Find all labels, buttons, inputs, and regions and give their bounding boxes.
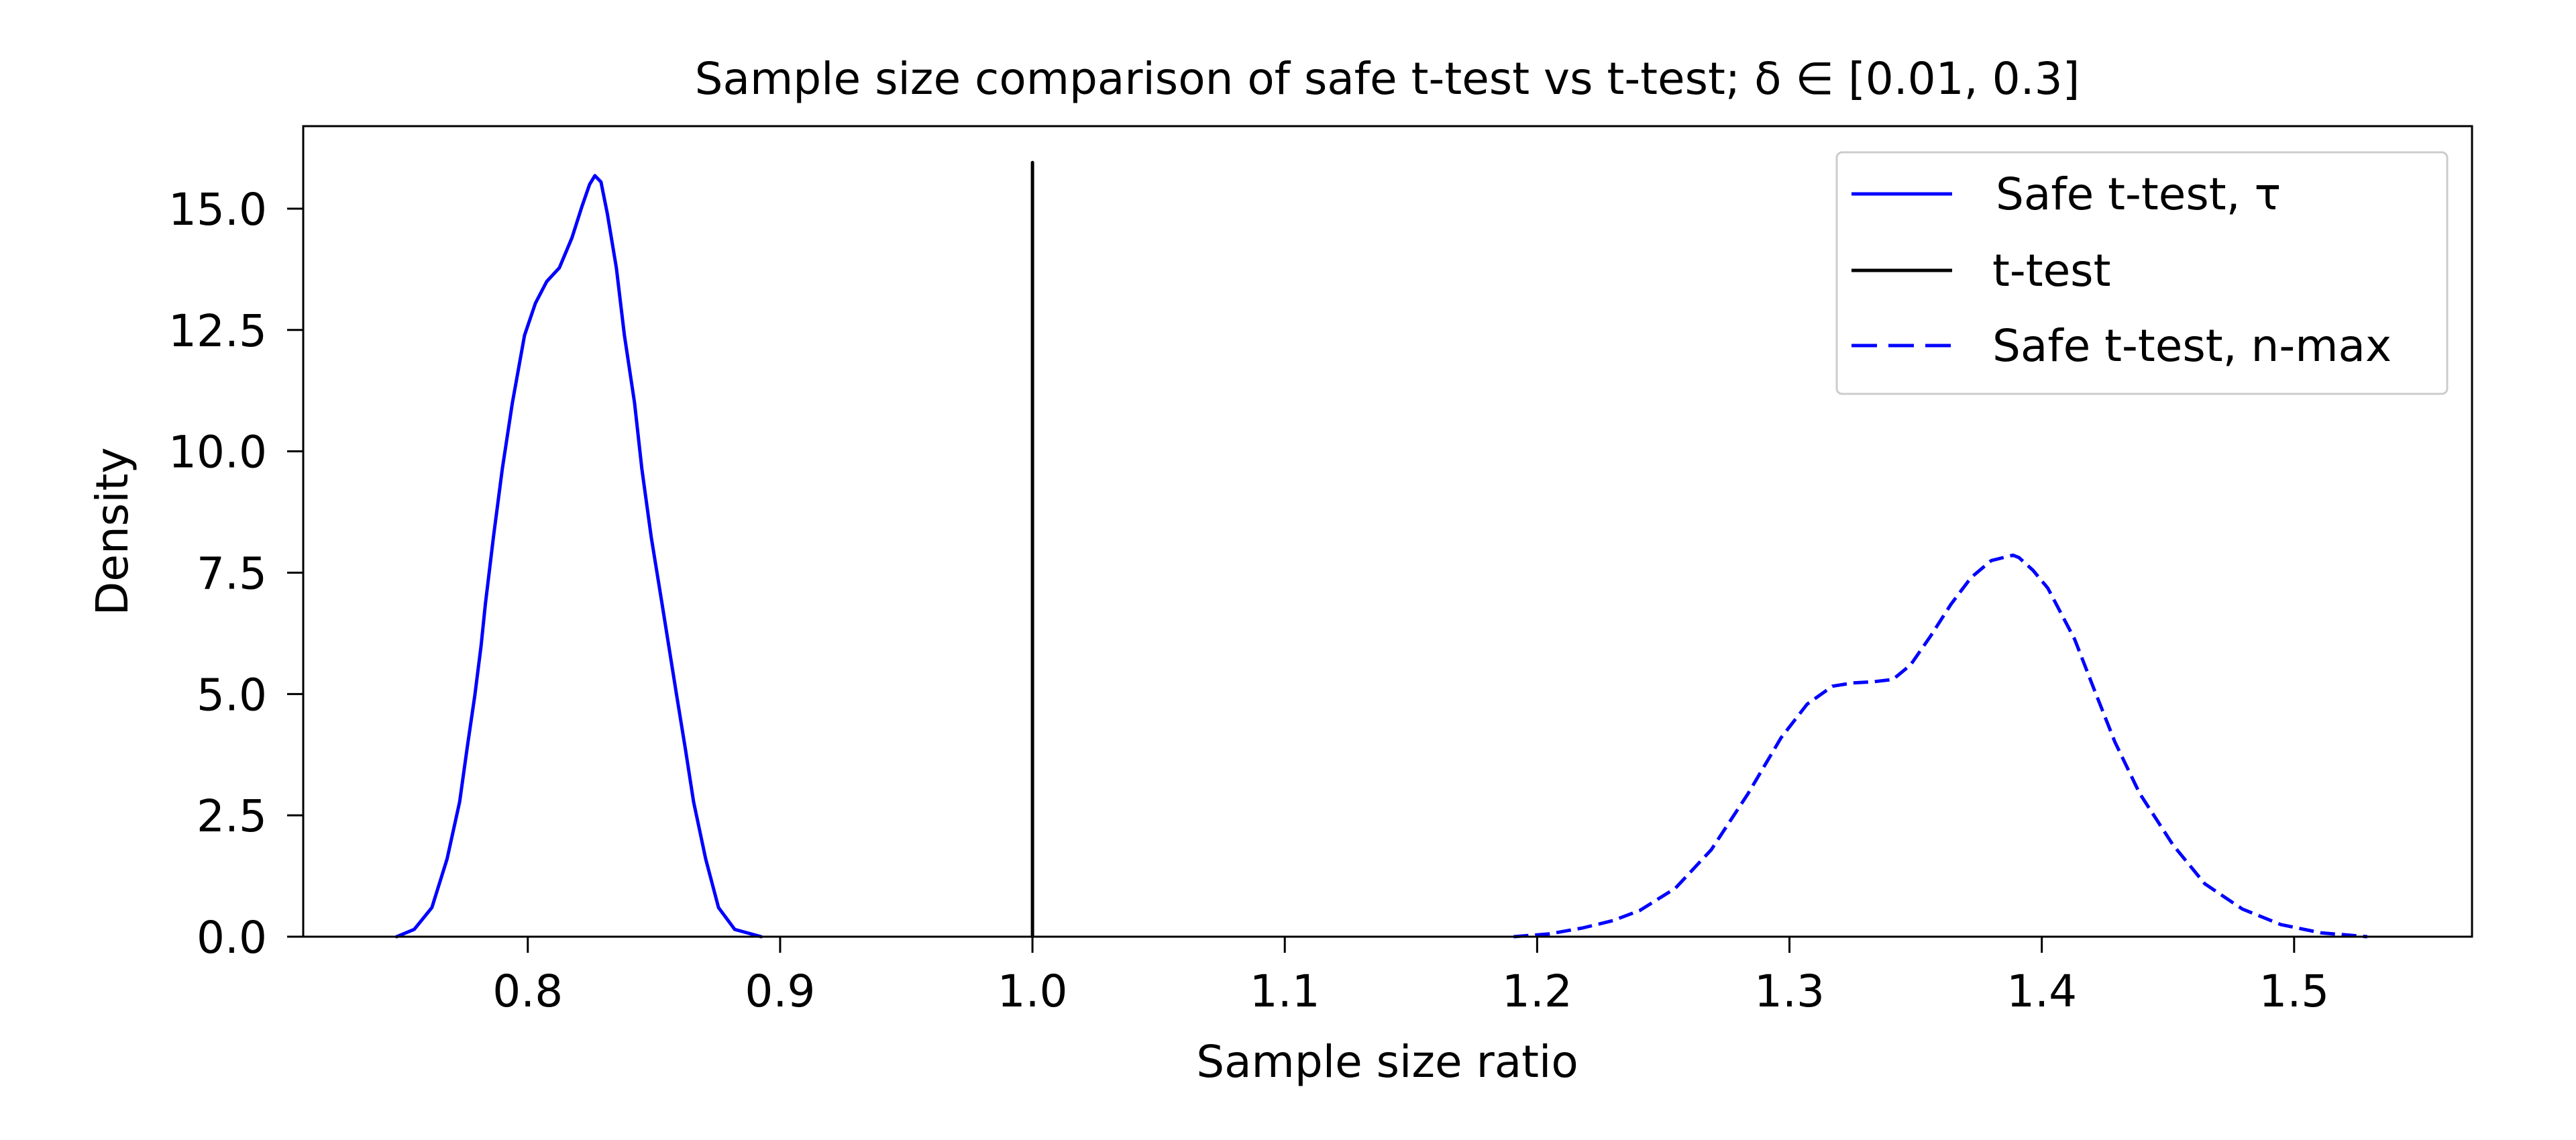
legend-label: Safe t-test, n-max	[1992, 320, 2392, 372]
legend-label: Safe t-test, τ	[1996, 168, 2281, 220]
y-tick-label: 2.5	[197, 790, 267, 842]
series-line-safe-t-test	[394, 174, 763, 939]
axes-frame	[302, 125, 2473, 938]
legend-box	[1835, 151, 2449, 395]
x-tick-label: 1.3	[1754, 966, 1825, 1017]
x-tick-label: 0.8	[492, 966, 563, 1017]
y-axis: 0.0 2.5 5.0 7.5 10.0 12.5 15.0	[168, 184, 303, 964]
legend-item-t-test: t-test	[1851, 245, 2110, 297]
y-tick-label: 5.0	[197, 669, 267, 721]
plot-area	[302, 125, 2473, 939]
legend-label: t-test	[1992, 245, 2110, 297]
y-tick-label: 15.0	[168, 184, 267, 236]
legend-item-safe-t-test-n-max: Safe t-test, n-max	[1851, 320, 2392, 372]
x-tick-label: 1.4	[2006, 966, 2077, 1017]
y-tick-label: 7.5	[197, 548, 267, 599]
chart-title: Sample size comparison of safe t-test vs…	[695, 53, 2080, 105]
x-tick-label: 1.5	[2259, 966, 2329, 1017]
x-tick-label: 1.0	[998, 966, 1068, 1017]
series-line-safe-t-test-n-max	[1513, 553, 2368, 939]
legend: Safe t-test, τ t-test Safe t-test, n-max	[1835, 151, 2449, 395]
y-tick-label: 0.0	[197, 912, 267, 964]
x-axis: 0.8 0.9 1.0 1.1 1.2 1.3 1.4 1.5	[492, 937, 2329, 1017]
x-tick-label: 1.2	[1502, 966, 1572, 1017]
x-tick-label: 1.1	[1250, 966, 1320, 1017]
legend-item-safe-t-test-tau: Safe t-test, τ	[1851, 168, 2281, 220]
y-tick-label: 12.5	[168, 305, 267, 357]
x-tick-label: 0.9	[745, 966, 815, 1017]
x-axis-label: Sample size ratio	[1196, 1036, 1578, 1088]
y-tick-label: 10.0	[168, 427, 267, 478]
y-axis-label: Density	[87, 448, 138, 616]
series-layer	[394, 160, 2368, 939]
